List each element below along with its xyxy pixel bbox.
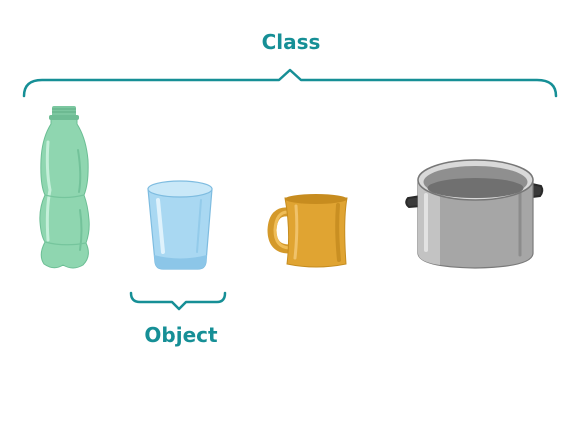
object-label: Object <box>144 323 218 347</box>
mug-icon <box>267 194 348 268</box>
object-brace <box>129 291 227 311</box>
plastic-bottle-icon <box>39 106 90 269</box>
drinking-glass-icon <box>147 180 213 270</box>
cooking-pot-icon <box>405 159 544 269</box>
class-brace <box>22 68 558 98</box>
class-label: Class <box>261 30 321 54</box>
